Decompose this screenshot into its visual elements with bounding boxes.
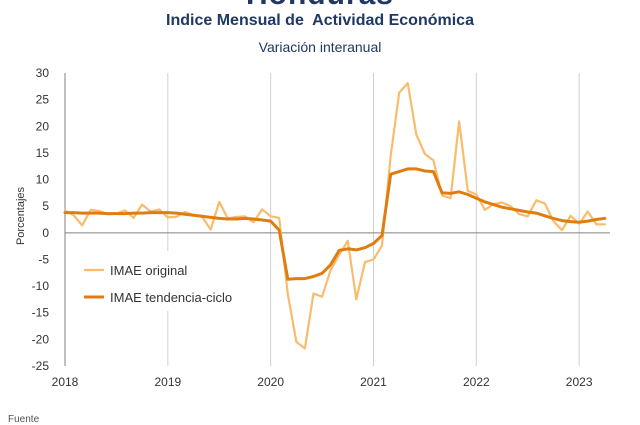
x-tick-label: 2022	[463, 375, 490, 389]
series-layer	[63, 82, 607, 350]
y-tick-label: 5	[42, 199, 49, 213]
chart-legend: IMAE original IMAE tendencia-ciclo	[76, 251, 246, 311]
country-title: Honduras	[0, 0, 640, 12]
y-tick-label: 0	[42, 226, 49, 240]
y-tick-label: 25	[36, 93, 50, 107]
y-axis-label: Porcentajes	[15, 186, 27, 245]
x-tick-label: 2018	[52, 375, 79, 389]
series-line-trend	[63, 167, 607, 281]
y-tick-label: 10	[36, 173, 50, 187]
chart-title: Indice Mensual de Actividad Económica	[166, 12, 474, 29]
y-tick-label: -5	[38, 252, 49, 266]
y-tick-label: 30	[36, 66, 50, 80]
legend-label-trend: IMAE tendencia-ciclo	[110, 290, 232, 305]
y-tick-label: 15	[36, 146, 50, 160]
y-tick-label: -20	[32, 332, 50, 346]
x-tick-label: 2020	[257, 375, 284, 389]
y-tick-label: 20	[36, 119, 50, 133]
legend-label-original: IMAE original	[110, 263, 187, 278]
grid-layer	[64, 73, 580, 366]
y-tick-label: -25	[32, 359, 50, 373]
x-tick-label: 2021	[360, 375, 387, 389]
x-tick-label: 2023	[566, 375, 593, 389]
legend-box	[76, 251, 246, 311]
y-tick-label: -10	[32, 279, 50, 293]
chart-subtitle: Variación interanual	[258, 39, 382, 55]
y-tick-label: -15	[32, 306, 50, 320]
axis-layer: 2018 2019 2020 2021 2022 2023 -25 -20 -15 -10 -5 0 5…	[32, 66, 610, 389]
x-tick-label: 2019	[154, 375, 181, 389]
source-note: Fuente	[8, 414, 40, 425]
